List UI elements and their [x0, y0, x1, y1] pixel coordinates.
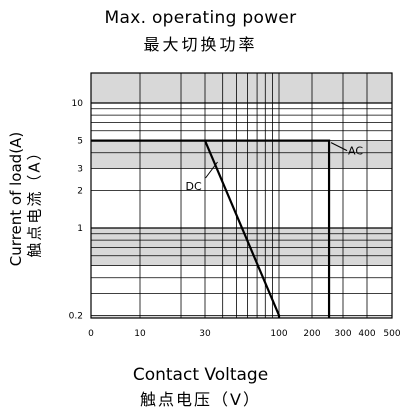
ac-leader-line [330, 142, 348, 152]
x-tick-label: 500 [383, 329, 400, 339]
plot-band [91, 73, 392, 103]
chart-title: Max. operating power [104, 8, 297, 28]
x-tick-label: 200 [303, 329, 320, 339]
plot-band [91, 140, 392, 169]
ac-label: AC [348, 145, 363, 158]
y-tick-label: 5 [77, 137, 83, 147]
series-line-ac [91, 139, 331, 318]
y-tick-label: 0.2 [69, 311, 83, 321]
x-axis-label-cn: 触点电压（V） [140, 390, 261, 409]
x-tick-label: 100 [270, 329, 287, 339]
plot-band [91, 228, 392, 266]
plot-background [91, 73, 392, 318]
y-tick-label: 2 [77, 186, 83, 196]
chart-subtitle: 最大切换功率 [143, 35, 258, 54]
series-line-dc [203, 140, 281, 318]
dc-leader-line [205, 161, 218, 179]
dc-label: DC [186, 180, 202, 193]
x-tick-label: 0 [88, 329, 94, 339]
y-tick-label: 3 [77, 164, 83, 174]
x-tick-label: 30 [199, 329, 211, 339]
x-tick-label: 300 [334, 329, 351, 339]
plot-frame [90, 72, 393, 319]
x-tick-label: 10 [134, 329, 146, 339]
plot-band [91, 315, 392, 318]
y-tick-label: 10 [72, 99, 84, 109]
x-axis-label: Contact Voltage [132, 365, 269, 385]
y-tick-label: 1 [77, 224, 83, 234]
x-tick-label: 400 [358, 329, 375, 339]
